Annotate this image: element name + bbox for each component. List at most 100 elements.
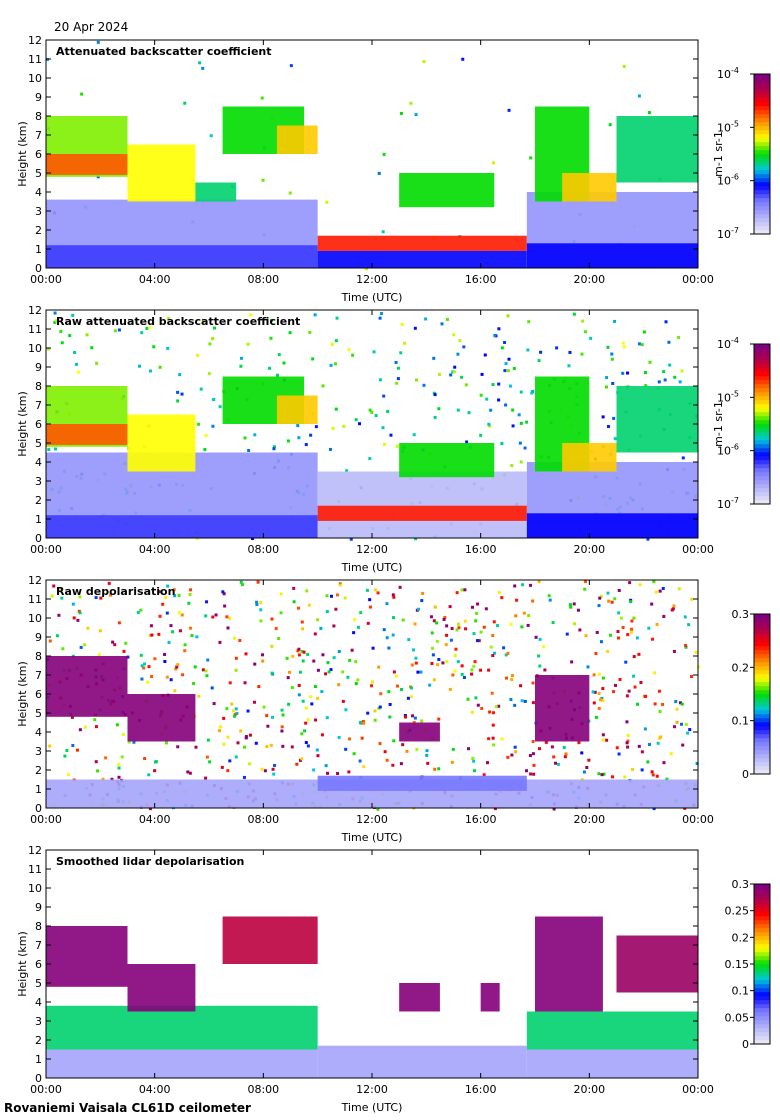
- noise-pixel: [376, 591, 380, 595]
- noise-pixel: [259, 619, 263, 623]
- noise-pixel: [661, 702, 665, 706]
- noise-pixel: [314, 425, 318, 429]
- noise-pixel: [504, 403, 508, 407]
- noise-pixel: [68, 334, 72, 338]
- colorbar-segment: [754, 190, 770, 195]
- heatmap-feature: [526, 513, 698, 538]
- colorbar-segment: [754, 888, 770, 893]
- noise-pixel: [382, 628, 386, 632]
- noise-pixel: [529, 156, 533, 160]
- noise-pixel: [604, 385, 608, 389]
- noise-pixel: [568, 350, 572, 354]
- noise-pixel: [71, 743, 75, 747]
- noise-pixel: [433, 393, 437, 397]
- noise-pixel: [181, 673, 185, 677]
- noise-pixel: [586, 665, 590, 669]
- noise-pixel: [208, 342, 212, 346]
- noise-pixel: [487, 737, 491, 741]
- y-tick-label: 5: [35, 977, 42, 990]
- noise-pixel: [659, 735, 663, 739]
- x-tick-label: 20:00: [573, 813, 605, 826]
- noise-pixel: [613, 319, 617, 323]
- y-tick-label: 0: [35, 802, 42, 815]
- noise-pixel: [286, 439, 290, 443]
- noise-pixel: [464, 383, 468, 387]
- colorbar-segment: [754, 142, 770, 147]
- noise-pixel: [429, 615, 433, 619]
- noise-pixel: [437, 372, 441, 376]
- noise-pixel: [304, 443, 308, 447]
- noise-pixel: [153, 769, 157, 773]
- y-tick-label: 4: [35, 726, 42, 739]
- noise-pixel: [148, 807, 152, 811]
- noise-pixel: [473, 660, 477, 664]
- noise-pixel: [455, 591, 459, 595]
- colorbar-segment: [754, 130, 770, 135]
- noise-pixel: [164, 741, 168, 745]
- noise-pixel: [497, 590, 501, 594]
- noise-pixel: [287, 670, 291, 674]
- noise-pixel: [663, 378, 667, 382]
- noise-pixel: [142, 666, 146, 670]
- x-tick-label: 00:00: [30, 273, 62, 286]
- noise-pixel: [601, 738, 605, 742]
- noise-pixel: [433, 415, 437, 419]
- noise-pixel: [301, 699, 305, 703]
- noise-pixel: [167, 317, 171, 321]
- noise-pixel: [552, 807, 556, 811]
- noise-pixel: [556, 762, 560, 766]
- noise-pixel: [597, 772, 601, 776]
- noise-pixel: [60, 596, 64, 600]
- colorbar-segment: [754, 476, 770, 481]
- y-tick-label: 5: [35, 167, 42, 180]
- noise-pixel: [385, 758, 389, 762]
- noise-pixel: [526, 623, 530, 627]
- noise-pixel: [493, 333, 497, 337]
- noise-pixel: [78, 728, 82, 732]
- noise-pixel: [391, 593, 395, 597]
- noise-pixel: [465, 440, 469, 444]
- colorbar-segment: [754, 356, 770, 361]
- noise-pixel: [622, 345, 626, 349]
- noise-pixel: [462, 345, 466, 349]
- noise-pixel: [467, 747, 471, 751]
- noise-pixel: [690, 597, 694, 601]
- noise-pixel: [277, 353, 281, 357]
- noise-pixel: [316, 668, 320, 672]
- noise-pixel: [300, 732, 304, 736]
- y-axis-label: Height (km): [16, 931, 29, 997]
- noise-pixel: [192, 681, 196, 685]
- colorbar-segment: [754, 360, 770, 365]
- noise-pixel: [261, 659, 265, 663]
- noise-pixel: [300, 620, 304, 624]
- noise-pixel: [519, 421, 523, 425]
- colorbar-segment: [754, 980, 770, 985]
- noise-pixel: [472, 664, 476, 668]
- colorbar-segment: [754, 352, 770, 357]
- noise-pixel: [511, 674, 514, 678]
- noise-pixel: [115, 723, 119, 727]
- noise-pixel: [593, 690, 597, 694]
- noise-pixel: [602, 772, 606, 776]
- colorbar-tick-base: 10: [717, 175, 731, 188]
- noise-pixel: [488, 424, 492, 428]
- noise-pixel: [277, 636, 281, 640]
- noise-pixel: [167, 641, 171, 645]
- noise-pixel: [497, 327, 501, 331]
- noise-pixel: [503, 369, 507, 373]
- noise-pixel: [298, 670, 302, 674]
- noise-pixel: [236, 741, 240, 745]
- noise-pixel: [315, 748, 319, 752]
- colorbar-tick-base: 0.15: [725, 958, 750, 971]
- noise-pixel: [513, 745, 517, 749]
- noise-pixel: [506, 755, 510, 759]
- noise-pixel: [76, 370, 80, 374]
- x-tick-label: 00:00: [682, 273, 714, 286]
- noise-pixel: [625, 741, 629, 745]
- y-tick-label: 0: [35, 262, 42, 275]
- noise-pixel: [48, 639, 52, 643]
- noise-pixel: [253, 433, 257, 437]
- colorbar-segment: [754, 158, 770, 163]
